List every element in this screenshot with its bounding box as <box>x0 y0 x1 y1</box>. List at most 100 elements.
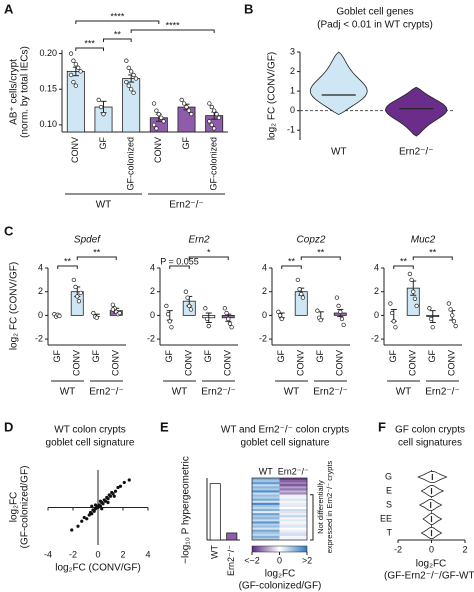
data-point <box>389 310 395 316</box>
annotation: ** <box>429 247 437 257</box>
y-tick-label: 0 <box>290 105 295 115</box>
y-tick-label: 2 <box>150 286 155 296</box>
violin <box>420 485 445 497</box>
heatmap-cell <box>252 511 280 514</box>
x-tick-label: GF <box>181 136 191 149</box>
data-point <box>100 507 104 511</box>
x-axis-label: (GF-colonized/GF) <box>239 581 322 592</box>
heatmap-cell <box>252 498 280 502</box>
heatmap-frame <box>251 477 308 541</box>
y-tick-label: 4 <box>374 262 379 272</box>
group-label: Ern2⁻/⁻ <box>89 387 123 398</box>
heatmap-cell <box>279 486 308 489</box>
data-point <box>393 325 398 330</box>
data-point <box>80 519 84 523</box>
data-point <box>101 112 106 117</box>
chart-title: Goblet cell genes <box>336 7 413 18</box>
data-point <box>295 277 301 282</box>
data-point <box>124 79 129 85</box>
x-axis-label: log₂FC <box>416 559 447 570</box>
data-point <box>227 321 233 326</box>
data-point <box>78 290 83 296</box>
heatmap-cell <box>252 535 280 539</box>
data-point <box>131 90 136 95</box>
heatmap-cell <box>279 492 308 495</box>
heatmap-cell <box>279 527 308 530</box>
data-point <box>188 307 194 312</box>
data-point <box>70 528 74 532</box>
data-point <box>453 323 458 329</box>
data-point <box>124 58 129 63</box>
y-tick-label: G <box>385 471 392 481</box>
x-tick-label: -4 <box>44 549 52 559</box>
heatmap-cell <box>279 515 308 518</box>
y-tick-label: 4 <box>150 262 155 272</box>
bar <box>209 483 221 541</box>
data-point <box>181 101 187 106</box>
heatmap-cell <box>252 494 280 497</box>
data-point <box>341 322 346 328</box>
data-point <box>154 108 159 113</box>
chart-title: (Padj < 0.01 in WT crypts) <box>317 20 433 31</box>
y-tick-label: 4 <box>38 262 43 272</box>
heatmap-cell <box>252 500 280 504</box>
data-point <box>276 309 281 314</box>
x-tick-label: GF <box>388 349 398 362</box>
data-point <box>91 310 96 316</box>
data-point <box>68 51 74 56</box>
heatmap-cell <box>252 482 280 485</box>
y-tick-label: 0.10 <box>39 119 57 129</box>
data-point <box>111 492 115 496</box>
y-tick-label: EE <box>380 513 392 523</box>
heatmap-cell <box>279 535 308 539</box>
x-tick-label: CONV <box>296 350 306 376</box>
data-point <box>129 87 134 92</box>
data-point <box>279 316 284 322</box>
y-tick-label: 3 <box>290 46 295 56</box>
data-point <box>414 303 419 309</box>
data-point <box>450 313 455 318</box>
chart-title: goblet cell signature <box>46 438 135 449</box>
data-point <box>133 76 139 81</box>
data-point <box>165 312 171 317</box>
heatmap-cell <box>252 480 280 483</box>
data-point <box>154 126 159 131</box>
bar <box>226 532 238 541</box>
heatmap-cell <box>279 529 308 533</box>
heatmap-cell <box>279 533 308 537</box>
panel-label: B <box>244 1 253 16</box>
x-tick-label: CONV <box>72 350 82 376</box>
heatmap-cell <box>252 519 280 522</box>
panel-label: D <box>4 419 13 434</box>
chart-title: Ern2 <box>188 235 210 246</box>
data-point <box>151 101 157 106</box>
annotation: P = 0.055 <box>160 256 199 266</box>
x-tick-label: GF <box>91 349 101 362</box>
panel-label: C <box>4 223 14 238</box>
data-point <box>93 503 98 507</box>
y-tick-label: 0 <box>262 310 267 320</box>
data-point <box>186 108 192 113</box>
heatmap-cell <box>279 500 308 504</box>
heatmap-cell <box>252 529 280 533</box>
y-tick-label: 2 <box>374 286 379 296</box>
data-point <box>179 97 184 103</box>
x-tick-label: Ern2⁻/⁻ <box>226 545 236 576</box>
x-axis-label: (GF-Ern2⁻/⁻/GF-WT) <box>384 571 474 582</box>
bracket <box>281 265 302 269</box>
x-tick-label: CONV <box>335 350 345 376</box>
data-point <box>71 79 76 85</box>
chart-title: Muc2 <box>411 235 436 246</box>
colorbar-tick-label: <−2 <box>244 555 260 565</box>
data-point <box>212 108 217 113</box>
bracket <box>169 265 190 269</box>
annotation: ** <box>64 256 72 266</box>
data-point <box>131 72 136 78</box>
data-point <box>224 310 229 316</box>
annotation: **** <box>166 20 181 30</box>
bracket <box>188 256 229 260</box>
x-tick-label: GF <box>52 349 62 362</box>
y-tick-label: 1 <box>290 85 295 95</box>
data-point <box>108 494 113 498</box>
data-point <box>98 504 103 508</box>
